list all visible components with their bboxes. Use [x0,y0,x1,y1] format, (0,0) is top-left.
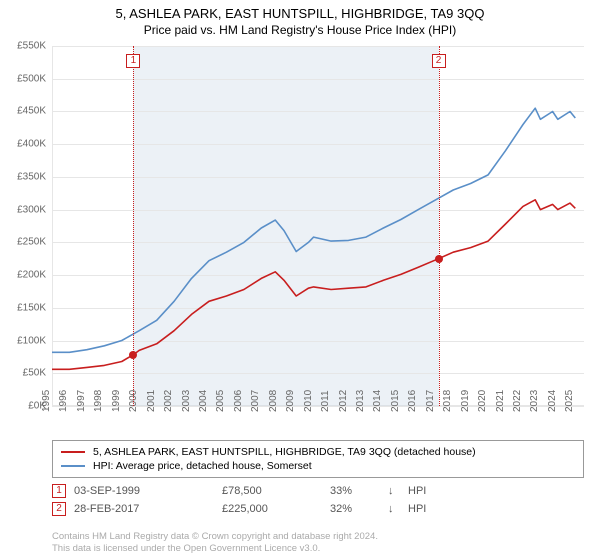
y-tick-label: £400K [17,139,52,150]
legend-label: HPI: Average price, detached house, Some… [93,460,312,472]
arrow-down-icon: ↓ [388,485,400,497]
y-tick-label: £100K [17,335,52,346]
sale-row-index: 1 [52,484,66,498]
legend-label: 5, ASHLEA PARK, EAST HUNTSPILL, HIGHBRID… [93,446,476,458]
sales-table: 1 03-SEP-1999 £78,500 33% ↓ HPI 2 28-FEB-2017 £2… [52,482,584,518]
y-tick-label: £500K [17,73,52,84]
sale-marker-dot [129,351,137,359]
sale-marker-box: 2 [432,54,446,68]
sale-row-hpi-label: HPI [408,485,448,497]
chart-container: 5, ASHLEA PARK, EAST HUNTSPILL, HIGHBRID… [0,0,600,560]
sale-marker-dot [435,255,443,263]
series-hpi [52,108,575,352]
y-tick-label: £250K [17,237,52,248]
sale-row-pct: 32% [330,503,380,515]
chart-subtitle: Price paid vs. HM Land Registry's House … [0,21,600,41]
y-tick-label: £150K [17,302,52,313]
sale-row: 1 03-SEP-1999 £78,500 33% ↓ HPI [52,482,584,500]
footer-line-1: Contains HM Land Registry data © Crown c… [52,531,584,542]
y-tick-label: £450K [17,106,52,117]
sale-row: 2 28-FEB-2017 £225,000 32% ↓ HPI [52,500,584,518]
sale-row-price: £78,500 [222,485,322,497]
x-tick-label: 1995 [41,390,52,412]
legend: 5, ASHLEA PARK, EAST HUNTSPILL, HIGHBRID… [52,440,584,478]
footer-line-2: This data is licensed under the Open Gov… [52,543,584,554]
sale-row-date: 28-FEB-2017 [74,503,214,515]
y-tick-label: £350K [17,171,52,182]
attribution-footer: Contains HM Land Registry data © Crown c… [52,531,584,554]
sale-row-hpi-label: HPI [408,503,448,515]
sale-row-index: 2 [52,502,66,516]
y-tick-label: £50K [23,368,52,379]
y-tick-label: £550K [17,41,52,52]
series-property [52,200,575,369]
legend-row: HPI: Average price, detached house, Some… [61,459,575,473]
legend-swatch [61,451,85,453]
sale-row-price: £225,000 [222,503,322,515]
sale-row-pct: 33% [330,485,380,497]
plot-area: £0K£50K£100K£150K£200K£250K£300K£350K£40… [52,46,584,406]
y-tick-label: £300K [17,204,52,215]
y-tick-label: £200K [17,270,52,281]
arrow-down-icon: ↓ [388,503,400,515]
sale-row-date: 03-SEP-1999 [74,485,214,497]
legend-swatch [61,465,85,467]
sale-marker-line [439,46,440,406]
sale-marker-box: 1 [126,54,140,68]
legend-row: 5, ASHLEA PARK, EAST HUNTSPILL, HIGHBRID… [61,445,575,459]
chart-area: £0K£50K£100K£150K£200K£250K£300K£350K£40… [52,46,584,406]
chart-title: 5, ASHLEA PARK, EAST HUNTSPILL, HIGHBRID… [0,0,600,21]
